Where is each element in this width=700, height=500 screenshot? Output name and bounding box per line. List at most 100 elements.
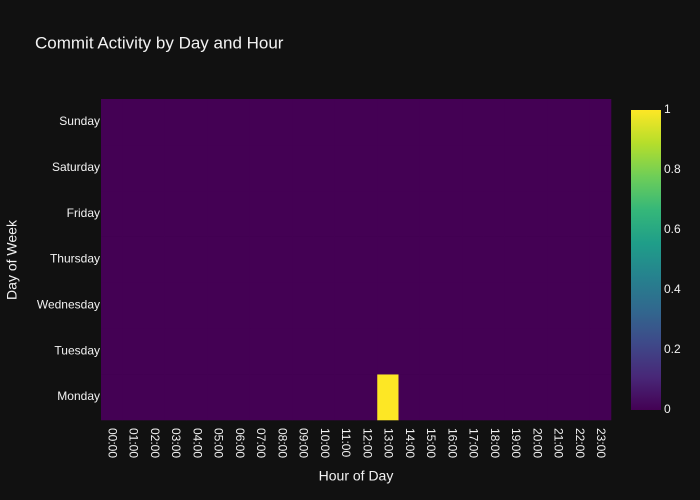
heatmap-cell xyxy=(249,374,272,421)
heatmap-cell xyxy=(101,190,123,237)
heatmap-cell xyxy=(504,190,527,237)
heatmap-cell xyxy=(547,328,569,375)
heatmap-cell xyxy=(101,282,123,329)
heatmap-cell xyxy=(419,144,442,192)
heatmap-cell xyxy=(398,236,421,283)
heatmap-cell xyxy=(462,190,484,237)
x-tick-label: 10:00 xyxy=(318,428,332,458)
heatmap-cell xyxy=(462,236,484,283)
heatmap-cell xyxy=(547,374,569,421)
heatmap-cell xyxy=(207,144,229,192)
heatmap-cell xyxy=(164,282,187,329)
heatmap-cell xyxy=(504,236,527,283)
heatmap-cell xyxy=(334,99,357,146)
heatmap-cell xyxy=(568,328,591,375)
heatmap-cell xyxy=(419,236,442,283)
x-tick-label: 07:00 xyxy=(254,428,268,458)
heatmap-cell xyxy=(483,144,506,192)
x-tick-label: 18:00 xyxy=(488,428,502,458)
heatmap-cell xyxy=(377,99,399,146)
heatmap-cell xyxy=(398,374,421,421)
y-tick-label: Friday xyxy=(67,206,100,220)
heatmap-cell xyxy=(313,282,336,329)
heatmap-cell xyxy=(228,374,251,421)
heatmap-cell xyxy=(313,99,336,146)
heatmap-cell xyxy=(377,374,399,421)
heatmap-cell xyxy=(547,282,569,329)
heatmap-cell xyxy=(143,374,166,421)
heatmap-cell xyxy=(398,282,421,329)
heatmap-cell xyxy=(526,236,548,283)
heatmap-cell xyxy=(483,99,506,146)
x-tick-label: 14:00 xyxy=(403,428,417,458)
heatmap-cell xyxy=(462,144,484,192)
heatmap-cell xyxy=(419,282,442,329)
heatmap-cell xyxy=(526,144,548,192)
heatmap-cell xyxy=(271,99,293,146)
heatmap-cell xyxy=(249,99,272,146)
heatmap-cell xyxy=(292,236,314,283)
heatmap-cell xyxy=(398,190,421,237)
heatmap-cell xyxy=(249,236,272,283)
x-tick-label: 21:00 xyxy=(552,428,566,458)
x-tick-label: 16:00 xyxy=(445,428,459,458)
heatmap-cell xyxy=(292,190,314,237)
heatmap-cell xyxy=(334,236,357,283)
heatmap-cell xyxy=(398,144,421,192)
heatmap-cell xyxy=(271,236,293,283)
heatmap-cell xyxy=(186,190,208,237)
x-tick-label: 12:00 xyxy=(360,428,374,458)
heatmap-cell xyxy=(271,144,293,192)
heatmap-cell xyxy=(271,328,293,375)
heatmap-cell xyxy=(547,144,569,192)
heatmap-cell xyxy=(249,282,272,329)
heatmap-cell xyxy=(143,236,166,283)
heatmap-cell xyxy=(483,374,506,421)
heatmap-cell xyxy=(356,99,378,146)
heatmap-cell xyxy=(441,236,463,283)
heatmap-cell xyxy=(101,328,123,375)
heatmap-cell xyxy=(568,99,591,146)
colorbar xyxy=(631,110,661,410)
heatmap-cell xyxy=(101,236,123,283)
heatmap-cell xyxy=(377,282,399,329)
heatmap-cell xyxy=(101,374,123,421)
heatmap-cell xyxy=(292,99,314,146)
x-tick-label: 01:00 xyxy=(127,428,141,458)
heatmap-cell xyxy=(547,236,569,283)
y-tick-label: Saturday xyxy=(52,160,100,174)
heatmap-cell xyxy=(568,282,591,329)
heatmap-cell xyxy=(207,282,229,329)
heatmap-cell xyxy=(249,190,272,237)
heatmap-cell xyxy=(398,328,421,375)
heatmap-cell xyxy=(228,144,251,192)
heatmap-cell xyxy=(526,282,548,329)
heatmap-cell xyxy=(441,328,463,375)
heatmap-cell xyxy=(164,374,187,421)
colorbar-tick-label: 1 xyxy=(664,102,671,116)
heatmap-cell xyxy=(334,282,357,329)
heatmap-cell xyxy=(589,282,612,329)
heatmap-cell xyxy=(122,144,144,192)
heatmap-cell xyxy=(101,144,123,192)
heatmap-cell xyxy=(122,282,144,329)
heatmap-cell xyxy=(164,144,187,192)
heatmap-cell xyxy=(313,190,336,237)
heatmap-cell xyxy=(398,99,421,146)
heatmap-cell xyxy=(313,236,336,283)
heatmap-cell xyxy=(143,190,166,237)
x-tick-label: 04:00 xyxy=(190,428,204,458)
heatmap-cell xyxy=(143,282,166,329)
heatmap-cell xyxy=(186,374,208,421)
heatmap-cell xyxy=(504,374,527,421)
heatmap-cell xyxy=(292,374,314,421)
colorbar-tick-label: 0.4 xyxy=(664,282,681,296)
heatmap-cell xyxy=(483,328,506,375)
heatmap-cell xyxy=(228,282,251,329)
x-tick-label: 20:00 xyxy=(530,428,544,458)
heatmap-cell xyxy=(143,328,166,375)
heatmap-cell xyxy=(271,282,293,329)
colorbar-tick-label: 0.8 xyxy=(664,162,681,176)
heatmap-cell xyxy=(504,99,527,146)
